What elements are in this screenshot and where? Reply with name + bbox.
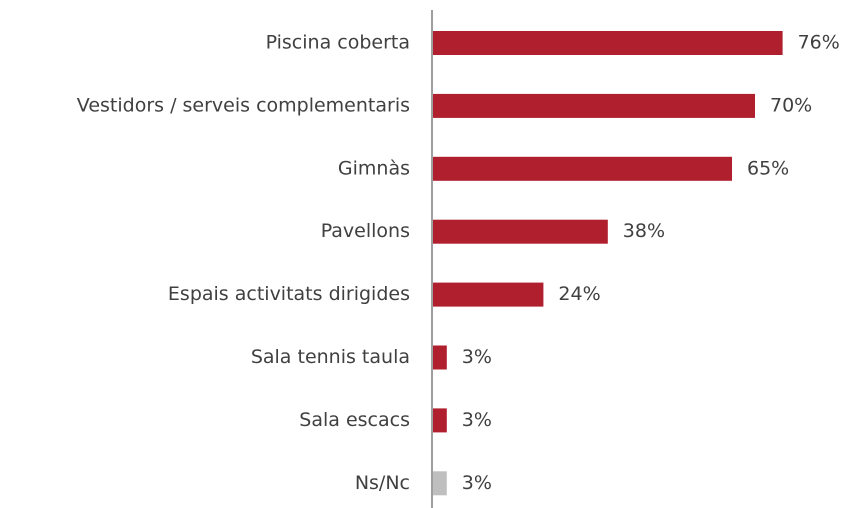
bar xyxy=(433,282,544,307)
value-label: 76% xyxy=(798,32,840,54)
value-label: 70% xyxy=(770,94,812,116)
bar xyxy=(433,408,447,433)
bar xyxy=(433,345,447,370)
bar xyxy=(433,31,783,55)
value-label: 38% xyxy=(623,220,665,242)
bar xyxy=(433,93,755,118)
bar xyxy=(433,471,447,496)
value-label: 3% xyxy=(462,346,492,368)
value-label: 3% xyxy=(462,472,492,494)
category-label: Ns/Nc xyxy=(355,472,410,494)
bar xyxy=(433,156,732,181)
bar xyxy=(433,219,608,244)
category-label: Pavellons xyxy=(321,220,410,242)
category-label: Sala escacs xyxy=(299,409,410,431)
category-label: Sala tennis taula xyxy=(251,346,410,368)
category-label: Piscina coberta xyxy=(266,32,410,54)
value-label: 3% xyxy=(462,409,492,431)
value-label: 65% xyxy=(747,157,789,179)
category-label: Gimnàs xyxy=(338,157,410,179)
value-label: 24% xyxy=(558,283,600,305)
category-label: Espais activitats dirigides xyxy=(168,283,410,305)
category-label: Vestidors / serveis complementaris xyxy=(77,94,410,116)
